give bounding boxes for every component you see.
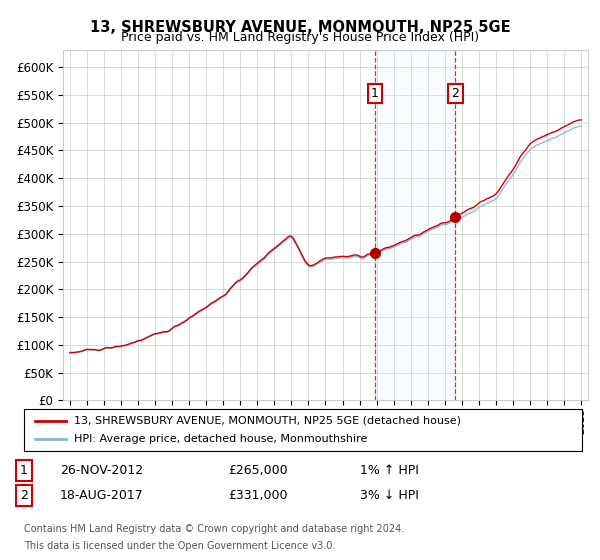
Text: 18-AUG-2017: 18-AUG-2017 xyxy=(60,489,144,502)
Text: Contains HM Land Registry data © Crown copyright and database right 2024.: Contains HM Land Registry data © Crown c… xyxy=(24,524,404,534)
Text: 2: 2 xyxy=(452,87,460,100)
Text: HPI: Average price, detached house, Monmouthshire: HPI: Average price, detached house, Monm… xyxy=(74,434,368,444)
Text: 13, SHREWSBURY AVENUE, MONMOUTH, NP25 5GE: 13, SHREWSBURY AVENUE, MONMOUTH, NP25 5G… xyxy=(89,20,511,35)
Text: 1: 1 xyxy=(371,87,379,100)
Text: Price paid vs. HM Land Registry's House Price Index (HPI): Price paid vs. HM Land Registry's House … xyxy=(121,31,479,44)
Text: £331,000: £331,000 xyxy=(228,489,287,502)
Text: 1% ↑ HPI: 1% ↑ HPI xyxy=(360,464,419,477)
Text: £265,000: £265,000 xyxy=(228,464,287,477)
Text: 3% ↓ HPI: 3% ↓ HPI xyxy=(360,489,419,502)
Text: This data is licensed under the Open Government Licence v3.0.: This data is licensed under the Open Gov… xyxy=(24,541,335,551)
Text: 13, SHREWSBURY AVENUE, MONMOUTH, NP25 5GE (detached house): 13, SHREWSBURY AVENUE, MONMOUTH, NP25 5G… xyxy=(74,416,461,426)
Text: 2: 2 xyxy=(20,489,28,502)
Bar xyxy=(375,50,455,400)
Text: 1: 1 xyxy=(20,464,28,477)
Text: 26-NOV-2012: 26-NOV-2012 xyxy=(60,464,143,477)
